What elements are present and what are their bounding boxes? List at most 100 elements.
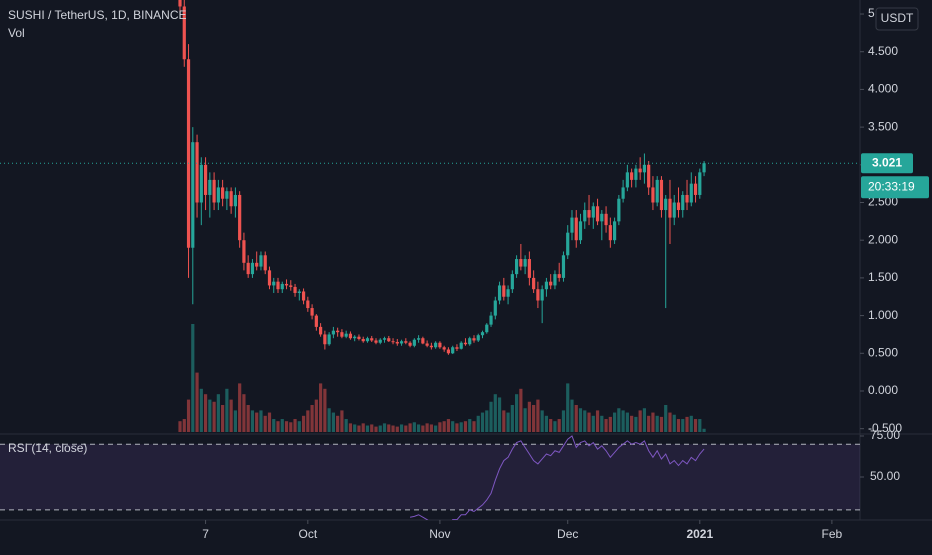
volume-bar [472, 421, 476, 432]
candle-body [289, 285, 293, 287]
candle-body [378, 339, 382, 343]
volume-bar [289, 422, 293, 432]
volume-bar [659, 416, 664, 432]
volume-bar [391, 425, 395, 432]
x-tick-label: Dec [557, 527, 578, 541]
candle-body [685, 194, 689, 203]
candle-body [510, 274, 514, 290]
y-tick-label: 0.500 [868, 345, 898, 359]
candle-body [391, 341, 395, 343]
candle-body [689, 183, 693, 203]
axes: 5.0004.5004.0003.5003.0002.5002.0001.500… [202, 6, 929, 541]
volume-bar [578, 408, 583, 432]
volume-bar [272, 419, 276, 432]
volume-bar [583, 410, 587, 432]
candle-body [468, 338, 472, 345]
candle-body [630, 172, 634, 180]
volume-bar [561, 410, 566, 432]
candle-body [497, 285, 502, 301]
candle-body [561, 255, 566, 278]
volume-bar [476, 415, 480, 432]
volume-bar [203, 394, 208, 432]
candle-body [263, 255, 267, 271]
volume-bar [417, 424, 421, 432]
x-tick-label: Nov [429, 527, 450, 541]
volume-bar [510, 405, 514, 432]
candle-body [348, 333, 353, 339]
candle-body [553, 274, 557, 286]
currency-label: USDT [881, 11, 914, 25]
candle-body [587, 210, 591, 218]
volume-bar [638, 410, 642, 432]
rsi-line [409, 435, 705, 520]
y-tick-label: 2.000 [868, 232, 898, 246]
candle-body [186, 59, 191, 248]
candle-body [327, 334, 331, 345]
volume-bar [225, 388, 229, 432]
candle-body [344, 333, 348, 337]
candle-body [595, 206, 600, 222]
candle-body [272, 281, 276, 286]
volume-bar [370, 424, 374, 432]
volume-bar [246, 405, 250, 432]
candle-body [404, 341, 408, 343]
candle-body [370, 338, 374, 341]
volume-bar [446, 419, 451, 432]
y-tick-label: 75.00 [870, 428, 900, 442]
volume-bar [365, 425, 370, 432]
volume-bar [600, 415, 604, 432]
volume-bar [263, 415, 267, 432]
candle-body [655, 179, 659, 203]
rsi-pane [0, 435, 860, 520]
volume-bar [587, 412, 591, 432]
volume-bar [608, 416, 612, 432]
candle-body [259, 255, 263, 267]
candle-body [182, 6, 186, 60]
rsi-legend: RSI (14, close) [8, 441, 87, 455]
volume-bar [651, 412, 655, 432]
volume-bar [387, 424, 391, 432]
volume-bar [306, 410, 310, 432]
candle-body [255, 262, 259, 267]
candle-body [233, 194, 237, 207]
volume-bar [519, 388, 523, 432]
volume-bar [489, 401, 493, 432]
candle-body [323, 334, 327, 345]
y-tick-label: -0.500 [868, 421, 902, 435]
volume-bar [412, 422, 416, 432]
candle-body [608, 225, 612, 241]
volume-bar [353, 424, 357, 432]
volume-bar [672, 414, 676, 432]
candle-body [412, 339, 416, 346]
volume-bar [451, 421, 455, 432]
volume-bar [647, 415, 651, 432]
volume-bar [681, 419, 685, 432]
candle-body [502, 285, 506, 297]
candle-body [178, 0, 182, 7]
candle-body [574, 217, 578, 241]
volume-bar [574, 405, 578, 432]
candle-body [617, 198, 621, 222]
candle-body [446, 349, 451, 354]
candle-body [681, 194, 685, 211]
volume-bar [698, 419, 702, 432]
candle-body [493, 300, 497, 316]
volume-bar [284, 421, 289, 432]
candle-body [523, 259, 527, 267]
candle-body [438, 342, 442, 348]
candle-body [651, 187, 655, 203]
volume-bar [404, 425, 408, 432]
candle-body [604, 213, 608, 226]
candle-body [519, 259, 523, 267]
volume-bar [182, 419, 186, 432]
volume-bar [625, 412, 629, 432]
candle-body [647, 164, 651, 188]
candle-body [557, 274, 561, 278]
volume-bar [630, 415, 634, 432]
volume-bar [549, 419, 553, 432]
volume-bar [178, 421, 182, 432]
volume-bar [280, 419, 284, 432]
candle-body [293, 286, 297, 293]
